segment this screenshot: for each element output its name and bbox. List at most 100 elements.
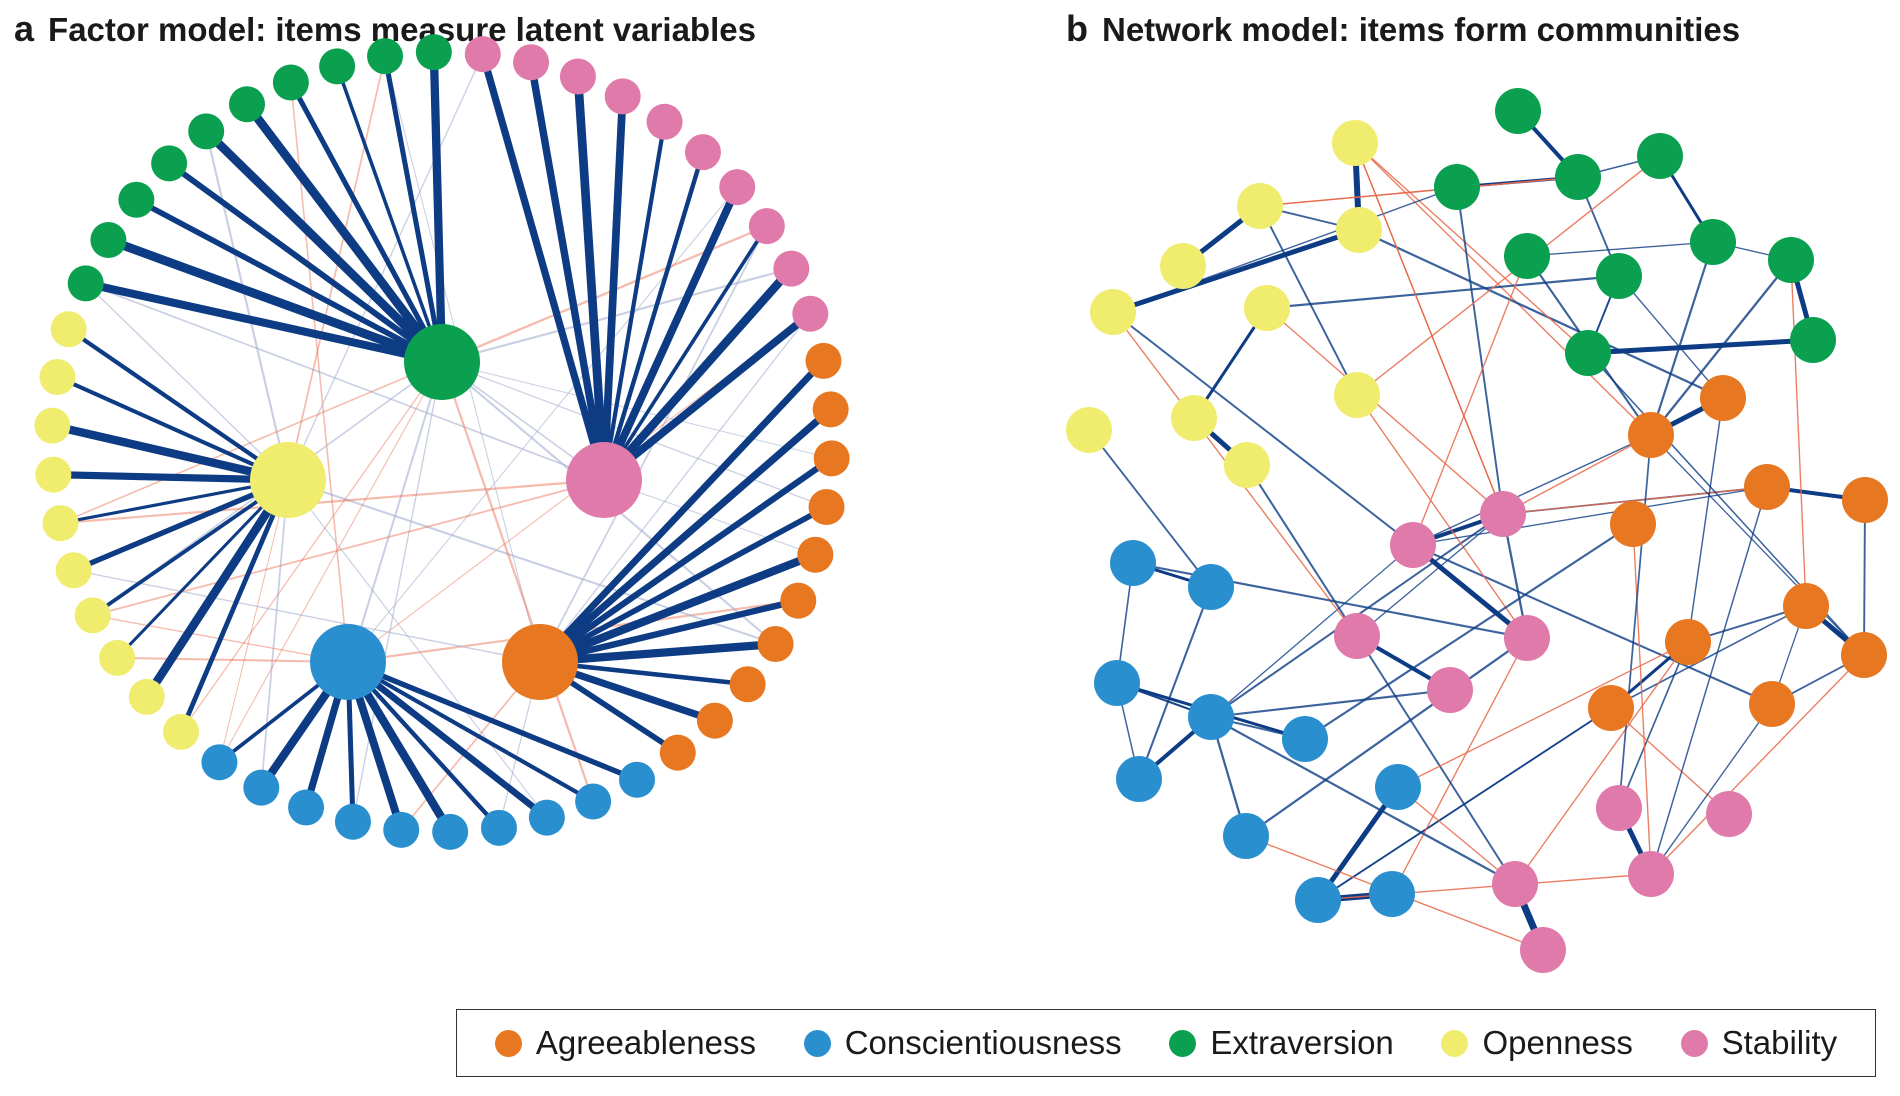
network-edge-positive bbox=[1245, 463, 1359, 638]
network-node-openness bbox=[1090, 289, 1136, 335]
loading-edge bbox=[535, 639, 780, 667]
item-node-openness bbox=[35, 456, 72, 493]
network-edge-positive bbox=[1259, 205, 1358, 396]
loading-edge bbox=[479, 50, 608, 484]
item-node-stability bbox=[646, 103, 683, 140]
item-node-extraversion bbox=[367, 38, 404, 75]
loading-edge bbox=[166, 160, 445, 365]
cross-loading-edge bbox=[218, 361, 443, 763]
network-node-stability bbox=[1596, 785, 1642, 831]
network-edge-positive bbox=[1316, 785, 1400, 902]
item-node-agreeableness bbox=[797, 536, 834, 573]
loading-edge bbox=[601, 119, 667, 483]
item-node-conscientiousness bbox=[432, 813, 469, 850]
item-node-agreeableness bbox=[813, 440, 850, 477]
item-node-conscientiousness bbox=[201, 744, 238, 781]
network-node-stability bbox=[1480, 491, 1526, 537]
item-node-agreeableness bbox=[812, 391, 849, 428]
item-node-stability bbox=[513, 44, 550, 81]
cross-loading-edge bbox=[440, 360, 595, 803]
network-node-openness bbox=[1237, 183, 1283, 229]
network-edge-positive bbox=[1411, 543, 1774, 706]
legend-item-agreeableness: Agreeableness bbox=[494, 1024, 756, 1062]
network-node-agreeableness bbox=[1610, 501, 1656, 547]
network-node-extraversion bbox=[1596, 253, 1642, 299]
factor-model-nodes bbox=[34, 34, 850, 850]
loading-edge bbox=[535, 550, 820, 667]
item-node-extraversion bbox=[118, 181, 155, 218]
network-node-stability bbox=[1504, 615, 1550, 661]
cross-loading-edge bbox=[347, 186, 738, 663]
network-node-openness bbox=[1224, 442, 1270, 488]
network-edge-negative bbox=[1354, 142, 1652, 436]
item-node-agreeableness bbox=[780, 582, 817, 619]
network-edge-positive bbox=[1687, 397, 1724, 643]
network-edge-negative bbox=[1259, 176, 1579, 207]
cross-loading-edge bbox=[59, 478, 606, 525]
item-node-conscientiousness bbox=[243, 769, 280, 806]
item-node-stability bbox=[792, 295, 829, 332]
loading-edge bbox=[537, 504, 830, 665]
item-node-conscientiousness bbox=[619, 761, 655, 798]
loading-edge bbox=[55, 374, 291, 483]
item-node-openness bbox=[128, 678, 165, 715]
network-edge-negative bbox=[1391, 637, 1528, 895]
network-edge-positive bbox=[1618, 275, 1724, 399]
item-node-conscientiousness bbox=[575, 783, 612, 820]
cross-loading-edge bbox=[260, 479, 289, 789]
network-edge-strong bbox=[1410, 542, 1530, 641]
network-edge-positive bbox=[1357, 228, 1725, 400]
network-node-extraversion bbox=[1495, 88, 1541, 134]
loading-edge bbox=[90, 478, 290, 618]
item-node-extraversion bbox=[319, 48, 356, 85]
network-node-agreeableness bbox=[1588, 685, 1634, 731]
loading-edge bbox=[382, 53, 445, 365]
network-node-conscientiousness bbox=[1188, 694, 1234, 740]
panel-b-letter: b bbox=[1066, 8, 1088, 49]
legend: Agreeableness Conscientiousness Extraver… bbox=[456, 1009, 1876, 1077]
network-node-conscientiousness bbox=[1295, 877, 1341, 923]
item-node-openness bbox=[50, 311, 87, 348]
legend-label: Conscientiousness bbox=[844, 1024, 1122, 1061]
loading-edge bbox=[527, 58, 608, 484]
item-node-extraversion bbox=[188, 113, 225, 150]
network-edge-positive bbox=[1650, 486, 1768, 875]
loading-edge bbox=[600, 309, 815, 484]
network-edge-negative bbox=[1354, 142, 1504, 515]
network-node-agreeableness bbox=[1783, 583, 1829, 629]
loading-edge bbox=[599, 264, 796, 485]
loading-edge bbox=[335, 64, 444, 364]
network-node-conscientiousness bbox=[1282, 716, 1328, 762]
network-node-openness bbox=[1066, 407, 1112, 453]
network-edge-positive bbox=[1137, 585, 1213, 781]
network-edge-positive bbox=[1138, 544, 1414, 780]
loading-edge bbox=[344, 658, 551, 821]
network-edge-positive bbox=[1265, 274, 1621, 310]
network-edge-positive bbox=[1356, 635, 1516, 885]
network-node-openness bbox=[1334, 372, 1380, 418]
item-node-stability bbox=[748, 208, 785, 245]
loading-edge bbox=[536, 597, 802, 666]
network-edge-positive bbox=[1650, 434, 1865, 656]
cross-loading-edge bbox=[287, 479, 548, 819]
network-edge-strong bbox=[1110, 227, 1362, 315]
loading-edge bbox=[600, 183, 742, 484]
loading-edge bbox=[536, 455, 835, 666]
panel-a-letter: a bbox=[14, 8, 35, 49]
loading-edge bbox=[201, 126, 447, 367]
network-edge-negative bbox=[1317, 873, 1652, 901]
cross-loading-edge bbox=[59, 361, 443, 524]
legend-label: Agreeableness bbox=[535, 1024, 756, 1061]
item-node-agreeableness bbox=[757, 626, 794, 663]
network-node-extraversion bbox=[1768, 237, 1814, 283]
latent-factor-conscientiousness bbox=[310, 624, 386, 700]
network-node-openness bbox=[1171, 395, 1217, 441]
network-edge-negative bbox=[1356, 155, 1661, 396]
loading-edge bbox=[345, 659, 596, 804]
item-node-agreeableness bbox=[696, 702, 733, 739]
legend-item-openness: Openness bbox=[1441, 1024, 1633, 1062]
network-node-openness bbox=[1336, 207, 1382, 253]
network-edge-negative bbox=[1356, 394, 1528, 639]
cross-loading-edge bbox=[72, 569, 541, 663]
network-node-conscientiousness bbox=[1369, 871, 1415, 917]
